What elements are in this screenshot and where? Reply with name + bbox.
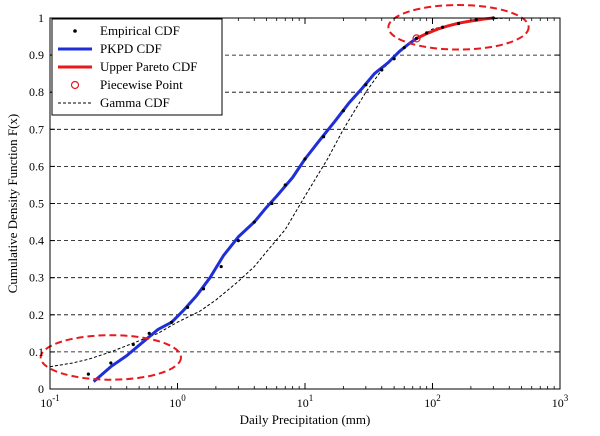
series-point-empirical-cdf-1 (109, 361, 113, 365)
series-point-empirical-cdf-16 (380, 68, 384, 72)
series-point-empirical-cdf-2 (131, 342, 135, 347)
y-tick-label-2: 0.2 (29, 308, 44, 322)
y-tick-label-6: 0.6 (29, 159, 44, 173)
y-tick-label-8: 0.8 (29, 85, 44, 99)
y-tick-label-9: 0.9 (29, 48, 44, 62)
y-tick-label-5: 0.5 (29, 197, 44, 211)
series-line-gamma-cdf (49, 17, 510, 368)
series-line-upper-pareto-cdf (415, 16, 494, 40)
series-point-empirical-cdf-6 (201, 287, 206, 291)
series-point-empirical-cdf-14 (341, 109, 345, 113)
axis-ticks: 0 0.1 0.2 0.3 0.4 0.5 0.6 0.7 0.8 0.9 1 10-1 100 101 1… (29, 11, 569, 410)
x-tick-label-2: 101 (297, 393, 314, 410)
series-point-empirical-cdf-0 (86, 372, 90, 376)
legend: Empirical CDF PKPD CDF Upper Pareto CDF Pie… (51, 18, 223, 116)
highlight-ellipse-1 (387, 4, 530, 51)
series-point-empirical-cdf-19 (414, 36, 419, 41)
series-point-empirical-cdf-17 (392, 57, 396, 61)
y-tick-label-10: 1 (38, 11, 44, 25)
legend-label-gamma-cdf: Gamma CDF (100, 95, 170, 110)
y-axis-label: Cumulative Density Function F(x) (5, 114, 20, 293)
y-tick-label-7: 0.7 (29, 122, 44, 136)
x-tick-label-4: 103 (552, 393, 569, 410)
series-point-empirical-cdf-10 (270, 201, 274, 206)
series-line-pkpd-cdf (92, 37, 418, 383)
series-point-empirical-cdf-4 (170, 320, 174, 324)
series-point-empirical-cdf-20 (425, 31, 429, 35)
series-point-empirical-cdf-18 (402, 46, 406, 50)
legend-swatch-piecewise-point (70, 80, 80, 90)
y-tick-label-1: 0.1 (29, 345, 44, 359)
x-axis-label: Daily Precipitation (mm) (240, 412, 371, 427)
series-layer (49, 16, 510, 383)
series-point-empirical-cdf-21 (440, 25, 445, 29)
y-tick-label-0: 0 (38, 382, 44, 396)
legend-label-piecewise-point: Piecewise Point (100, 77, 183, 92)
x-tick-label-1: 100 (169, 393, 186, 410)
series-point-empirical-cdf-23 (474, 18, 478, 22)
series-point-empirical-cdf-12 (303, 157, 307, 161)
series-point-empirical-cdf-22 (456, 21, 461, 26)
x-tick-label-3: 102 (424, 393, 441, 410)
series-point-empirical-cdf-3 (147, 331, 151, 335)
series-point-empirical-cdf-7 (219, 264, 223, 269)
annotation-layer (39, 4, 530, 381)
series-point-empirical-cdf-5 (185, 305, 190, 309)
x-tick-label-0: 10-1 (40, 393, 60, 410)
legend-label-upper-pareto-cdf: Upper Pareto CDF (100, 59, 198, 74)
highlight-ellipse-0 (39, 334, 182, 381)
series-point-empirical-cdf-15 (364, 83, 368, 87)
legend-label-empirical-cdf: Empirical CDF (100, 23, 180, 38)
series-point-empirical-cdf-11 (283, 183, 287, 187)
y-tick-label-4: 0.4 (29, 234, 44, 248)
series-marker-piecewise-point-0 (412, 34, 421, 43)
series-point-empirical-cdf-13 (322, 135, 326, 139)
series-point-empirical-cdf-8 (236, 239, 240, 243)
legend-label-pkpd-cdf: PKPD CDF (100, 41, 162, 56)
legend-swatch-empirical-cdf (73, 29, 77, 33)
series-point-empirical-cdf-9 (252, 220, 256, 224)
y-tick-label-3: 0.3 (29, 271, 44, 285)
